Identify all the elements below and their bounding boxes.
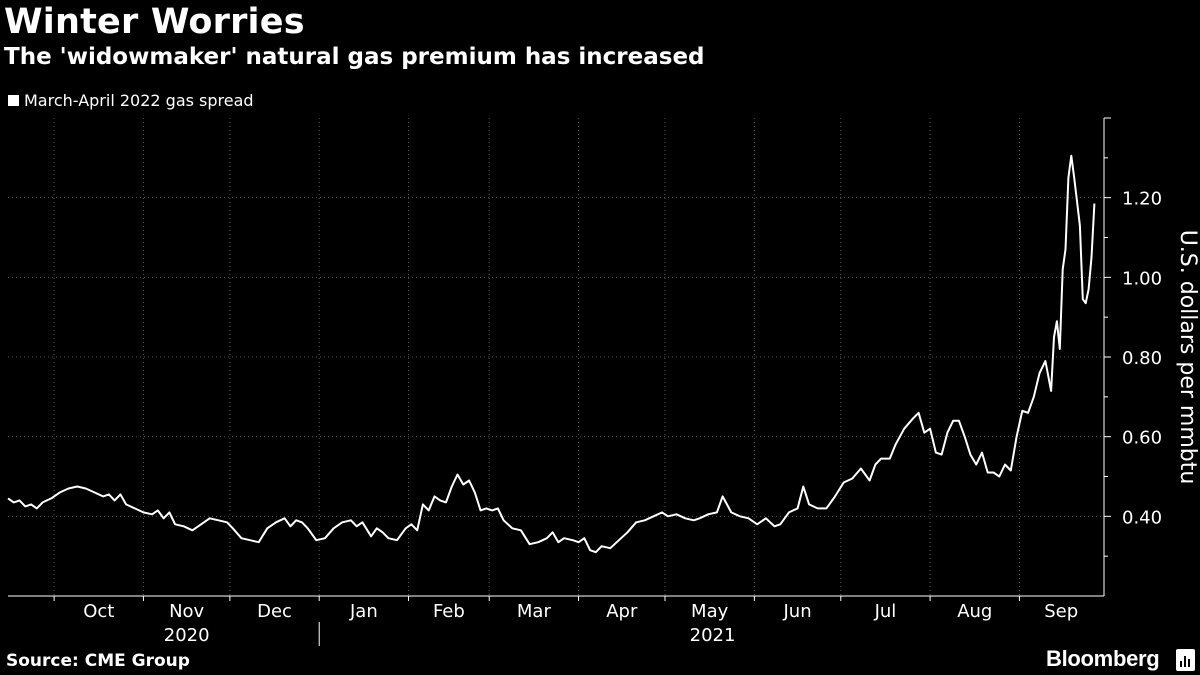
chart-subtitle: The 'widowmaker' natural gas premium has…	[4, 44, 705, 70]
x-tick-label: May	[691, 601, 729, 622]
grid	[8, 118, 1103, 596]
legend-label: March-April 2022 gas spread	[24, 91, 254, 110]
x-tick-label: Mar	[517, 601, 552, 622]
bloomberg-logo: Bloomberg	[1046, 646, 1160, 671]
legend-swatch	[8, 95, 19, 106]
x-tick-label: Jan	[349, 601, 378, 622]
y-axis-label: U.S. dollars per mmbtu	[1175, 230, 1200, 485]
y-tick-label: 1.20	[1122, 189, 1162, 210]
series-layer	[7, 154, 1096, 554]
x-tick-label: Sep	[1044, 601, 1078, 622]
x-tick-label: Feb	[433, 601, 465, 622]
chart-title: Winter Worries	[4, 2, 305, 42]
x-tick-label: Aug	[957, 601, 992, 622]
x-tick-label: Jul	[874, 601, 897, 622]
x-tick-label: Apr	[606, 601, 638, 622]
series-line	[7, 154, 1096, 554]
y-tick-label: 0.80	[1122, 348, 1162, 369]
y-tick-label: 0.60	[1122, 428, 1162, 449]
legend: March-April 2022 gas spread	[8, 91, 254, 110]
y-tick-label: 0.40	[1122, 507, 1162, 528]
tick-labels: 0.40 0.60 0.80 1.00 1.20 Oct Nov Dec Jan Feb Mar Ap…	[83, 189, 1200, 646]
year-label: 2021	[690, 625, 736, 646]
y-tick-label: 1.00	[1122, 268, 1162, 289]
source-note: Source: CME Group	[6, 651, 190, 671]
x-tick-label: Oct	[83, 601, 114, 622]
x-tick-label: Nov	[169, 601, 204, 622]
x-tick-label: Jun	[782, 601, 811, 622]
bloomberg-mark-icon	[1176, 649, 1195, 671]
x-tick-label: Dec	[257, 601, 292, 622]
year-label: 2020	[164, 625, 210, 646]
axes	[8, 117, 1111, 646]
